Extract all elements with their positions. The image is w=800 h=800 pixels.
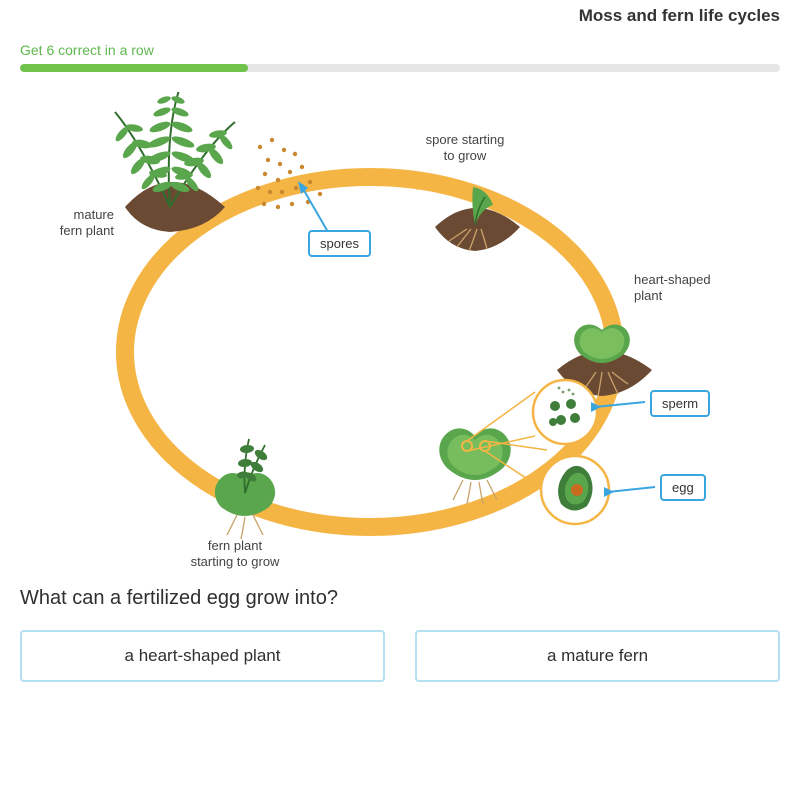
progress-instruction: Get 6 correct in a row [20, 42, 780, 58]
progress-bar-fill [20, 64, 248, 72]
life-cycle-diagram: maturefern plant spores spore startingto… [20, 92, 780, 572]
answer-button-heart-shaped[interactable]: a heart-shaped plant [20, 630, 385, 682]
label-fern-starting: fern plantstarting to grow [175, 538, 295, 571]
question-text: What can a fertilized egg grow into? [20, 587, 780, 610]
label-spore-starting: spore startingto grow [415, 132, 515, 165]
callout-egg: egg [660, 474, 706, 501]
label-mature-fern: maturefern plant [34, 207, 114, 240]
page-title: Moss and fern life cycles [579, 6, 780, 26]
progress-bar [20, 64, 780, 72]
answer-button-mature-fern[interactable]: a mature fern [415, 630, 780, 682]
callout-sperm: sperm [650, 390, 710, 417]
label-heart-shaped: heart-shapedplant [634, 272, 734, 305]
answers-row: a heart-shaped plant a mature fern [20, 630, 780, 682]
callout-spores: spores [308, 230, 371, 257]
